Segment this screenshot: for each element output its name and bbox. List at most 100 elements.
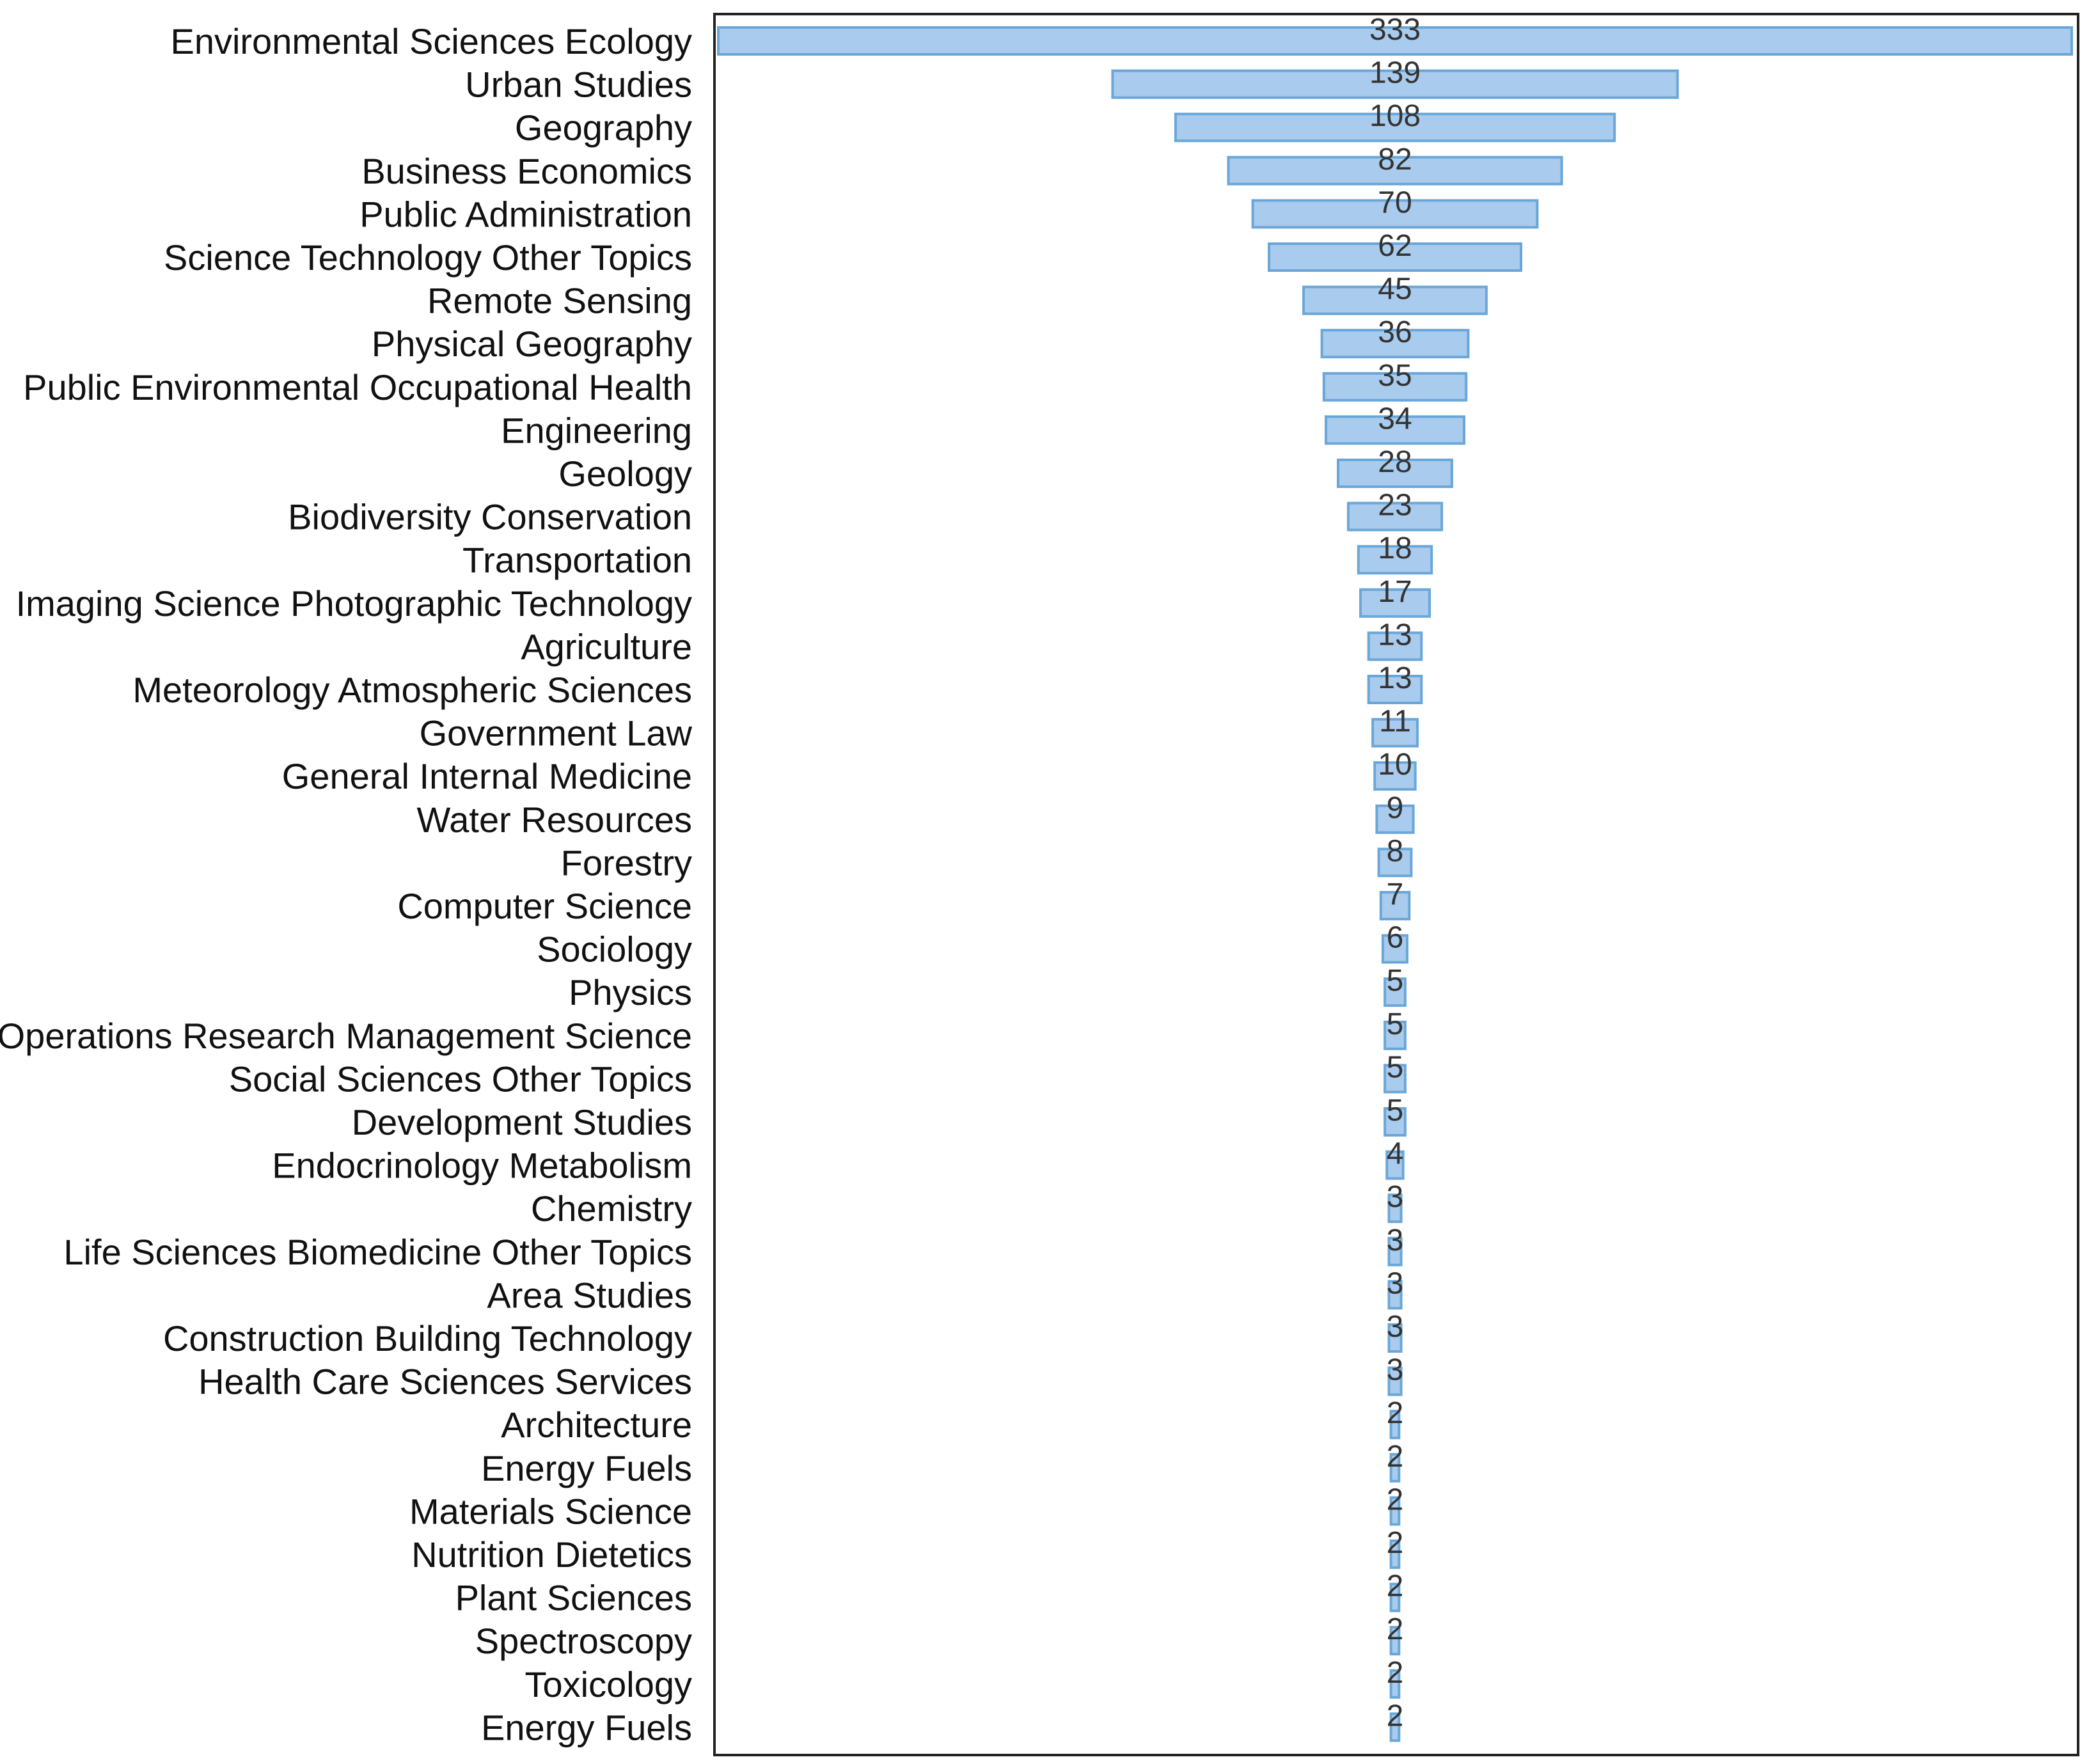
- category-label: Physics: [569, 972, 692, 1012]
- category-label: Science Technology Other Topics: [164, 237, 692, 278]
- category-label: Engineering: [501, 410, 692, 450]
- bar: [1325, 415, 1465, 445]
- bar: [1387, 1193, 1403, 1224]
- bar: [1385, 1150, 1405, 1180]
- category-label: Forestry: [561, 842, 692, 883]
- category-label: Computer Science: [397, 886, 692, 926]
- bar: [1383, 1020, 1407, 1050]
- value-label: 45: [1378, 272, 1412, 306]
- bar: [1111, 69, 1679, 99]
- category-label: Transportation: [462, 540, 692, 580]
- category-label: Remote Sensing: [427, 281, 692, 321]
- value-label: 3: [1387, 1310, 1404, 1344]
- value-label: 70: [1378, 185, 1412, 219]
- value-label: 2: [1387, 1570, 1404, 1603]
- category-label: Endocrinology Metabolism: [272, 1146, 692, 1186]
- value-label: 10: [1378, 748, 1412, 782]
- value-label: 8: [1387, 834, 1404, 868]
- value-label: 6: [1387, 921, 1404, 955]
- category-label: Toxicology: [525, 1664, 692, 1705]
- value-label: 2: [1387, 1396, 1404, 1430]
- value-label: 13: [1378, 661, 1412, 695]
- bar: [1389, 1410, 1401, 1440]
- value-label: 2: [1387, 1440, 1404, 1474]
- bar: [1357, 545, 1433, 575]
- value-label: 2: [1387, 1526, 1404, 1560]
- category-label: Social Sciences Other Topics: [229, 1059, 692, 1099]
- bar: [1383, 977, 1407, 1007]
- category-label: Agriculture: [521, 626, 692, 666]
- category-label: Development Studies: [352, 1102, 692, 1142]
- bar: [1387, 1280, 1403, 1310]
- bar: [1389, 1626, 1401, 1656]
- bars-layer: [717, 26, 2073, 1742]
- value-label: 18: [1378, 532, 1412, 565]
- value-label: 13: [1378, 618, 1412, 652]
- category-label: Environmental Sciences Ecology: [170, 21, 692, 61]
- bar: [1389, 1496, 1401, 1526]
- value-label: 2: [1387, 1699, 1404, 1733]
- bar: [1174, 113, 1616, 143]
- bar: [717, 26, 2073, 56]
- value-label: 108: [1369, 99, 1421, 133]
- value-labels-layer: 3331391088270624536353428231817131311109…: [1369, 13, 1421, 1733]
- value-label: 4: [1387, 1137, 1404, 1171]
- category-label: Spectroscopy: [475, 1621, 692, 1661]
- category-label: Biodiversity Conservation: [288, 497, 692, 537]
- bar: [1383, 1064, 1407, 1094]
- value-label: 9: [1387, 791, 1404, 825]
- category-label: Government Law: [420, 713, 693, 753]
- category-label: Energy Fuels: [481, 1707, 692, 1747]
- bar: [1251, 199, 1539, 229]
- bar: [1387, 1323, 1403, 1353]
- value-label: 82: [1378, 143, 1412, 177]
- category-label: Construction Building Technology: [163, 1318, 692, 1358]
- category-label: Materials Science: [409, 1491, 692, 1531]
- category-label: Architecture: [501, 1405, 692, 1445]
- value-label: 34: [1378, 402, 1412, 436]
- bar: [1367, 631, 1423, 661]
- bar: [1389, 1712, 1401, 1742]
- category-label: Life Sciences Biomedicine Other Topics: [63, 1232, 692, 1272]
- value-label: 35: [1378, 359, 1412, 393]
- bar: [1371, 718, 1419, 748]
- category-label: Physical Geography: [372, 324, 692, 364]
- value-label: 17: [1378, 575, 1412, 609]
- value-label: 3: [1387, 1224, 1404, 1257]
- value-label: 5: [1387, 1007, 1404, 1041]
- value-label: 3: [1387, 1180, 1404, 1214]
- value-label: 3: [1387, 1266, 1404, 1300]
- category-label: Urban Studies: [465, 65, 692, 105]
- bar: [1375, 804, 1415, 834]
- category-label: Sociology: [537, 929, 692, 970]
- bar: [1320, 329, 1470, 359]
- value-label: 62: [1378, 229, 1412, 263]
- category-label: Chemistry: [531, 1188, 692, 1229]
- value-label: 11: [1379, 705, 1411, 739]
- category-label: Geology: [558, 453, 692, 494]
- bar: [1389, 1669, 1401, 1699]
- bar: [1322, 372, 1468, 402]
- category-label: Geography: [515, 107, 692, 148]
- bar: [1389, 1582, 1401, 1612]
- category-label: Nutrition Dietetics: [411, 1534, 692, 1575]
- bar: [1389, 1540, 1401, 1569]
- value-label: 333: [1369, 13, 1421, 47]
- value-label: 3: [1387, 1353, 1404, 1387]
- value-label: 2: [1387, 1656, 1404, 1690]
- bar: [1381, 934, 1408, 964]
- bar: [1387, 1366, 1403, 1396]
- bar: [1302, 285, 1488, 315]
- category-label: Business Economics: [361, 151, 692, 191]
- bar: [1373, 761, 1417, 791]
- value-label: 2: [1387, 1612, 1404, 1646]
- value-label: 5: [1387, 1094, 1404, 1128]
- category-label: Plant Sciences: [455, 1578, 692, 1618]
- category-label: Operations Research Management Science: [0, 1016, 692, 1056]
- bar: [1359, 588, 1431, 618]
- bar: [1387, 1236, 1403, 1266]
- value-label: 2: [1387, 1483, 1404, 1516]
- bar: [1377, 847, 1413, 878]
